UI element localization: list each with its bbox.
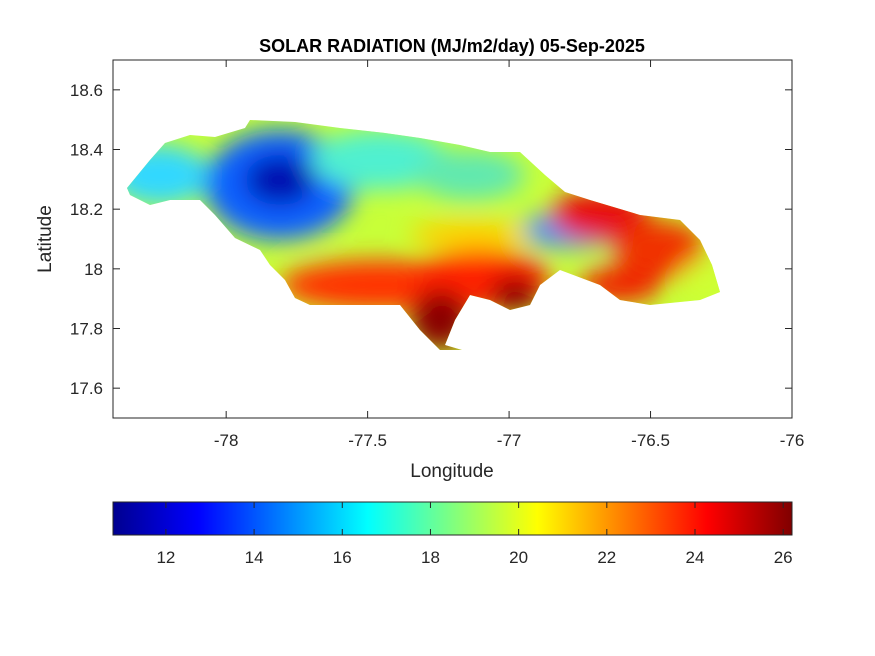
colorbar-tick-label: 24 [686, 548, 705, 567]
x-tick-label: -77 [497, 431, 522, 450]
y-axis-label: Latitude [35, 205, 56, 273]
x-tick-label: -76 [780, 431, 805, 450]
y-tick-label: 18.2 [70, 200, 103, 219]
colorbar-tick-label: 12 [156, 548, 175, 567]
y-tick-label: 18.6 [70, 81, 103, 100]
colorbar-ticks: 12 14 16 18 20 22 24 26 [156, 502, 793, 567]
y-tick-label: 17.8 [70, 320, 103, 339]
y-tick-label: 17.6 [70, 379, 103, 398]
colorbar-tick-label: 14 [245, 548, 264, 567]
x-tick-label: -76.5 [631, 431, 670, 450]
y-tick-label: 18.4 [70, 141, 103, 160]
x-tick-label: -78 [214, 431, 239, 450]
y-tick-label: 18 [84, 260, 103, 279]
colorbar [112, 501, 793, 536]
colorbar-tick-label: 26 [774, 548, 793, 567]
colorbar-tick-label: 16 [333, 548, 352, 567]
x-axis-label: Longitude [410, 461, 493, 482]
x-axis: -78 -77.5 -77 -76.5 -76 [214, 60, 804, 450]
colorbar-tick-label: 22 [597, 548, 616, 567]
colorbar-tick-label: 18 [421, 548, 440, 567]
chart-title: SOLAR RADIATION (MJ/m2/day) 05-Sep-2025 [259, 36, 645, 56]
y-axis: 17.6 17.8 18 18.2 18.4 18.6 [70, 81, 792, 398]
x-tick-label: -77.5 [348, 431, 387, 450]
colorbar-tick-label: 20 [509, 548, 528, 567]
